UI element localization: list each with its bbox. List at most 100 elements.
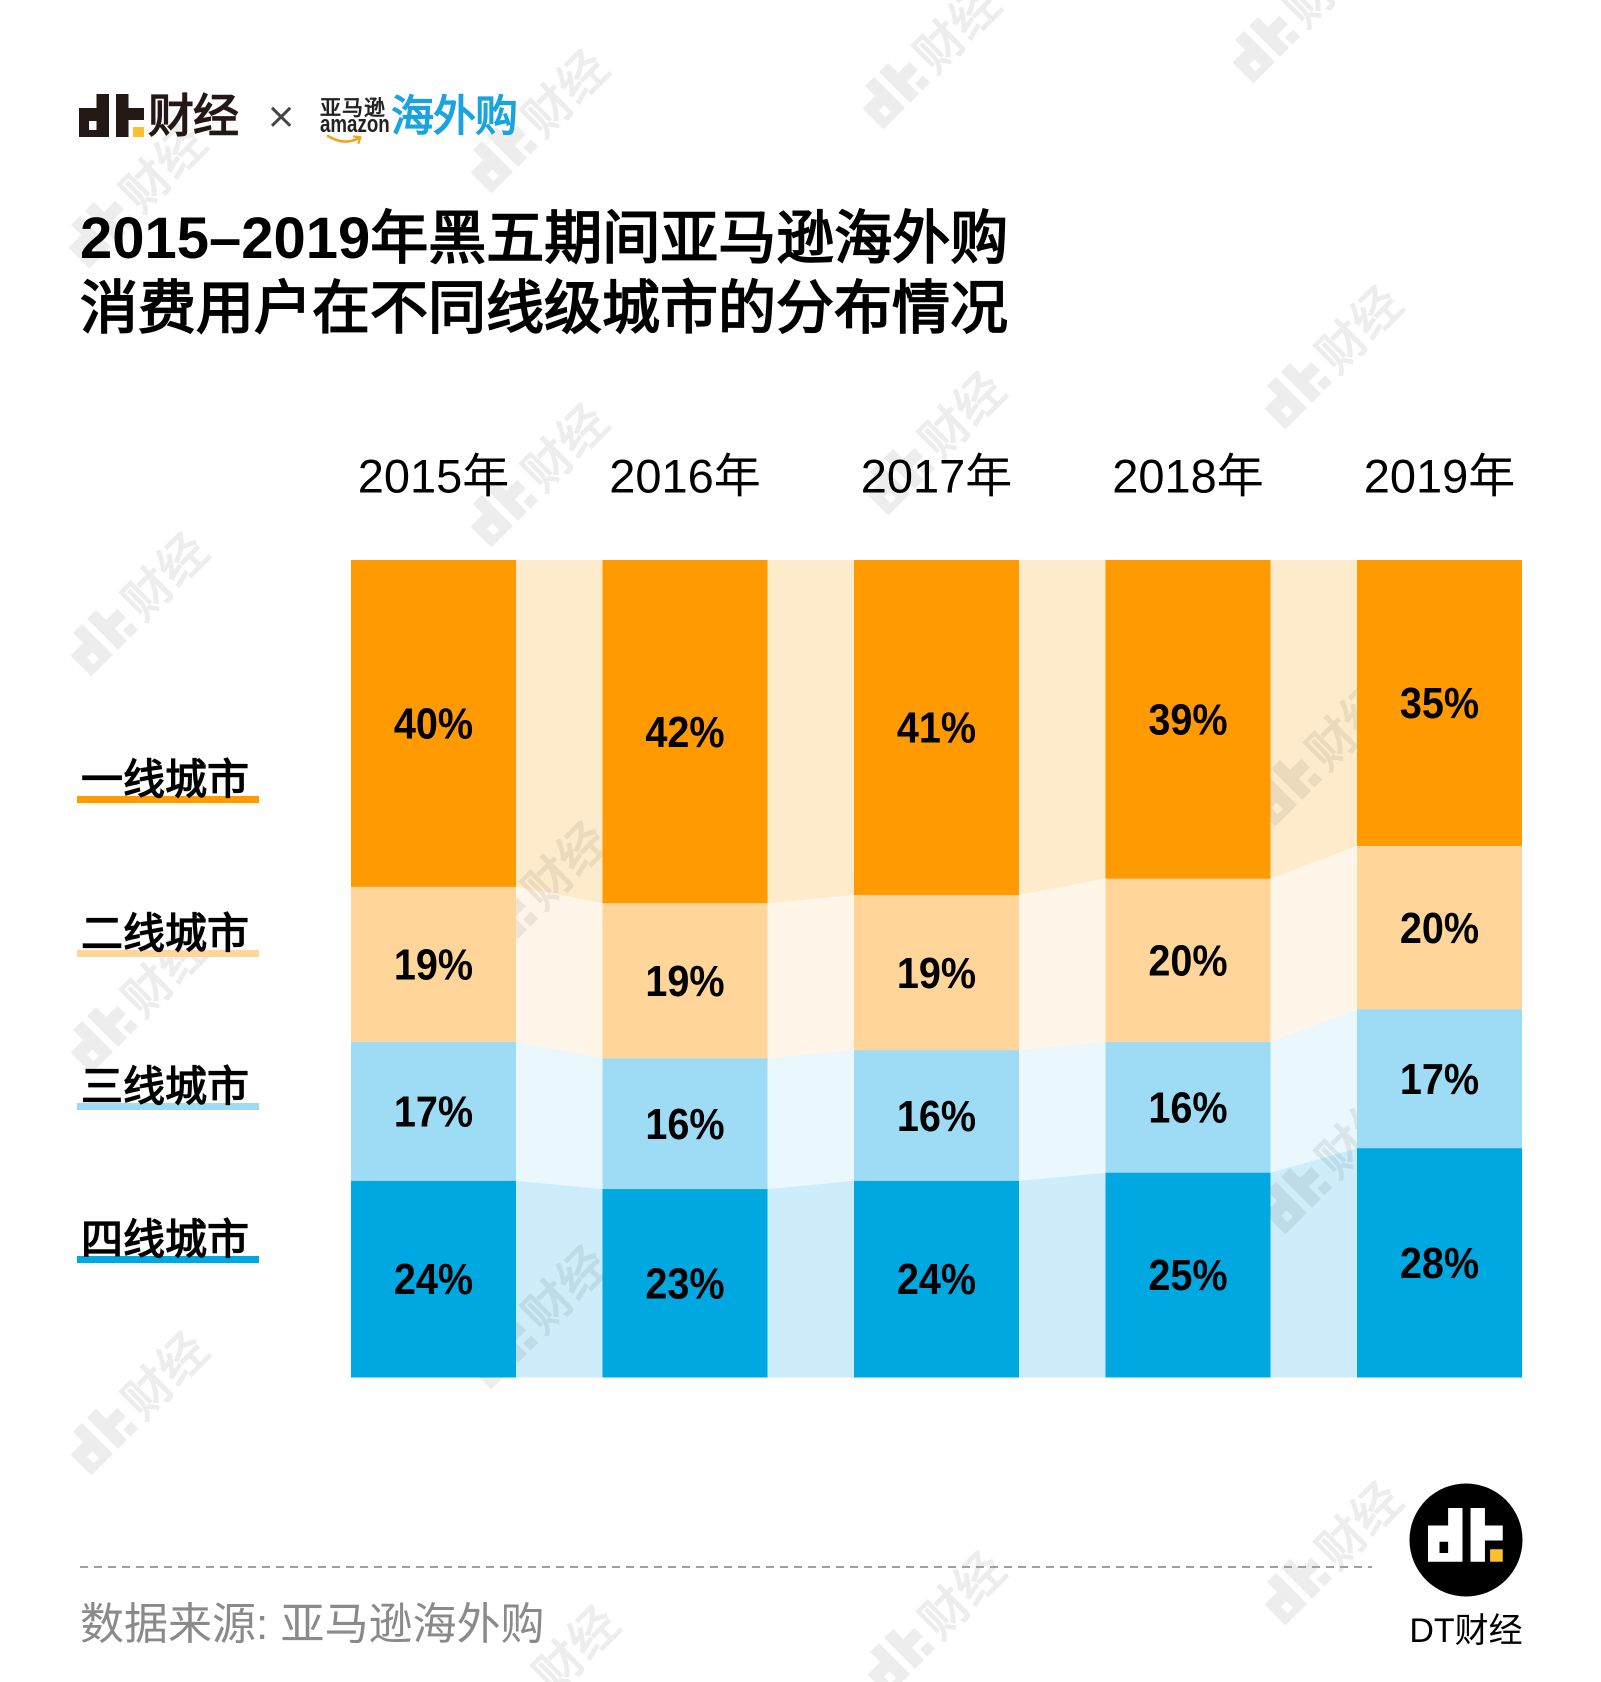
dt-badge-logo-icon: [1409, 1483, 1523, 1597]
data-label: 23%: [645, 1258, 724, 1307]
amazon-smile-icon: [327, 134, 362, 145]
connector-band: [1270, 845, 1357, 1043]
connector-band: [767, 1050, 854, 1190]
bar-segment: [1357, 1009, 1522, 1149]
year-label: 2018年: [1112, 450, 1264, 503]
data-label: 17%: [394, 1087, 473, 1136]
data-label: 19%: [394, 940, 473, 989]
watermark-text: 财经: [113, 525, 218, 630]
bar-segment: [1105, 1172, 1271, 1378]
data-label: 25%: [1148, 1250, 1227, 1299]
footer-divider: [80, 1566, 1372, 1568]
data-label: 39%: [1148, 695, 1227, 744]
value-label-layer: 40% 42% 41% 39% 35% 19% 19% 19% 20% 20% 17% 16% 16% 1…: [394, 678, 1479, 1307]
legend-item-tier-3: 三线城市: [77, 1064, 259, 1110]
dt-logo-icon: [867, 1627, 936, 1682]
dt-logo-icon: [1232, 15, 1301, 84]
watermark-text: 财经: [513, 396, 618, 501]
data-source: 数据来源: 亚马逊海外购: [80, 1600, 545, 1649]
data-label: 35%: [1400, 678, 1479, 727]
legend-label: 三线城市: [81, 1063, 250, 1110]
title-line-1: 2015–2019年黑五期间亚马逊海外购: [80, 206, 1009, 271]
connector-band: [516, 886, 603, 1059]
connector-band: [1019, 1172, 1106, 1378]
year-label: 2017年: [861, 450, 1013, 503]
bar-segment: [854, 560, 1019, 896]
connector-band: [767, 560, 854, 904]
year-label: 2016年: [609, 450, 761, 503]
data-label: 28%: [1400, 1238, 1479, 1287]
dt-logo-icon: [70, 608, 139, 677]
bar-segment: [351, 886, 516, 1043]
bar-layer: [351, 560, 1522, 1378]
data-label: 16%: [1148, 1083, 1227, 1132]
data-label: 19%: [897, 948, 976, 997]
connector-band: [1019, 878, 1106, 1051]
connector-band: [767, 894, 854, 1059]
dt-logo-icon: [1264, 1166, 1333, 1235]
bar-segment: [602, 903, 768, 1059]
connector-band: [516, 560, 603, 904]
legend-swatch: [77, 796, 259, 803]
bar-segment: [602, 1058, 768, 1190]
data-label: 41%: [897, 703, 976, 752]
watermark-text: 财经: [1307, 1474, 1412, 1579]
data-label: 17%: [1400, 1054, 1479, 1103]
connector-band: [1019, 1042, 1106, 1182]
data-label: 16%: [645, 1099, 724, 1148]
watermark-text: 财经: [1307, 278, 1412, 383]
data-label: 16%: [897, 1091, 976, 1140]
bar-segment: [854, 1050, 1019, 1182]
dt-logo-icon: [470, 479, 539, 548]
bar-segment: [1357, 1148, 1522, 1378]
watermark: 财经: [1264, 1474, 1413, 1626]
year-label: 2019年: [1364, 450, 1516, 503]
watermark: 财经: [1264, 278, 1413, 430]
year-label-layer: 2015年 2016年 2017年 2018年 2019年: [358, 450, 1516, 503]
data-label: 20%: [1148, 936, 1227, 985]
dt-logo-icon: [470, 125, 539, 194]
year-label: 2015年: [358, 450, 510, 503]
partner-en-name: amazon: [320, 111, 390, 138]
watermark-text: 财经: [113, 1324, 218, 1429]
data-label: 19%: [645, 956, 724, 1005]
legend-swatch: [77, 950, 259, 957]
bar-segment: [854, 894, 1019, 1051]
data-label: 24%: [394, 1254, 473, 1303]
brand-badge-text: DT财经: [1409, 1612, 1523, 1650]
dt-logo-icon: [867, 447, 936, 516]
data-label: 40%: [394, 699, 473, 748]
data-label: 24%: [897, 1254, 976, 1303]
brand-logo-text: 财经: [148, 90, 239, 142]
legend-item-tier-4: 四线城市: [77, 1217, 259, 1263]
title-line-2: 消费用户在不同线级城市的分布情况: [80, 276, 1009, 341]
watermark: 财经: [1232, 0, 1381, 84]
chart-title: 2015–2019年黑五期间亚马逊海外购 消费用户在不同线级城市的分布情况: [80, 204, 1008, 344]
legend-label: 一线城市: [81, 756, 250, 803]
bar-segment: [602, 1189, 768, 1378]
data-label: 20%: [1400, 903, 1479, 952]
watermark: 财经: [70, 525, 219, 677]
watermark: 财经: [862, 0, 1011, 130]
dt-logo-icon: [70, 1005, 139, 1074]
collaboration-separator: ×: [266, 96, 297, 137]
bar-segment: [1105, 878, 1271, 1043]
connector-bands: [516, 560, 1357, 1378]
connector-band: [1270, 1148, 1357, 1378]
dt-logo-icon: [79, 94, 144, 137]
dt-logo-icon: [1254, 758, 1323, 827]
dt-logo-icon: [1264, 361, 1333, 430]
legend-swatch: [77, 1103, 259, 1110]
dt-logo-icon: [1264, 1557, 1333, 1626]
legend-label: 四线城市: [81, 1216, 250, 1263]
connector-band: [516, 1180, 603, 1378]
watermark-text: 财经: [905, 0, 1010, 83]
bar-segment: [351, 1042, 516, 1182]
bar-segment: [602, 560, 768, 904]
legend-item-tier-1: 一线城市: [77, 757, 259, 803]
watermark-text: 财经: [513, 42, 618, 147]
bar-segment: [351, 1180, 516, 1378]
partner-service-name: 海外购: [391, 93, 518, 141]
